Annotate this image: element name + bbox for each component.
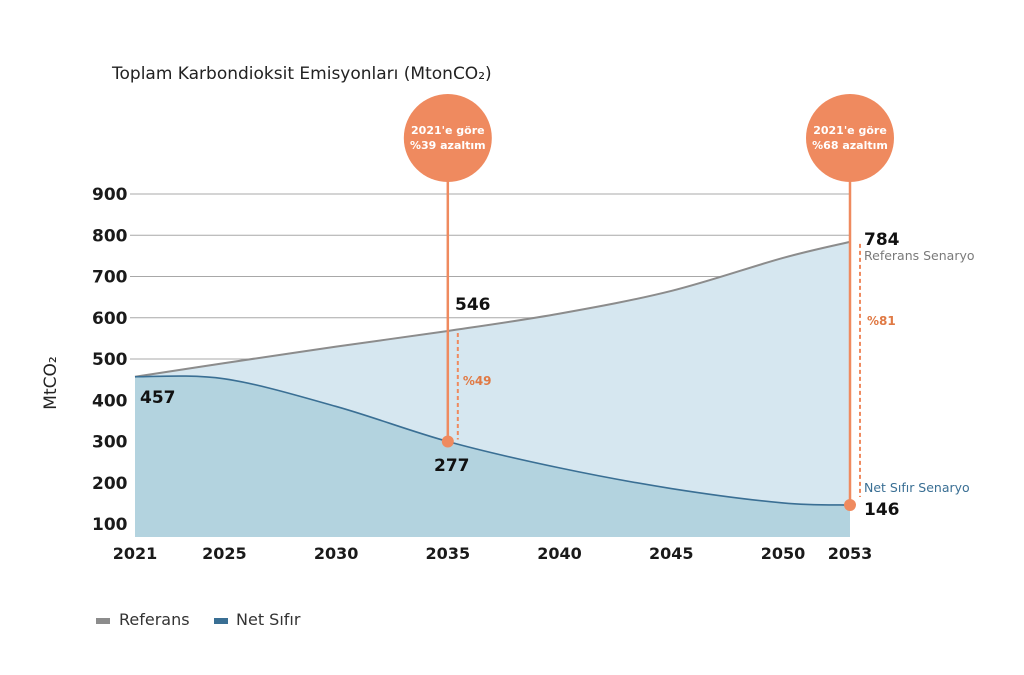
gap-label-2053: %81 xyxy=(867,314,896,328)
x-tick-2050: 2050 xyxy=(761,544,806,563)
x-tick-2030: 2030 xyxy=(314,544,359,563)
x-tick-2053: 2053 xyxy=(828,544,873,563)
bubble-2035 xyxy=(403,94,492,182)
chart-title: Toplam Karbondioksit Emisyonları (MtonCO… xyxy=(111,64,492,84)
value-start-2021: 457 xyxy=(140,388,176,408)
y-tick-800: 800 xyxy=(92,226,128,246)
line-referans xyxy=(134,240,851,378)
gap-label-2035: %49 xyxy=(463,374,492,388)
x-tick-2035: 2035 xyxy=(426,544,471,563)
bubble-2053 xyxy=(806,94,894,182)
value-ref-2053: 784 xyxy=(864,230,900,250)
y-tick-labels: 900 800 700 600 500 400 300 200 100 xyxy=(92,185,128,535)
x-tick-2040: 2040 xyxy=(537,544,582,563)
y-tick-100: 100 xyxy=(92,515,128,535)
area-net-sifir xyxy=(135,376,850,537)
y-tick-200: 200 xyxy=(92,474,128,494)
bubble-2035-line1: 2021'e göre xyxy=(411,124,485,137)
y-tick-900: 900 xyxy=(92,185,128,205)
y-tick-600: 600 xyxy=(92,309,128,329)
legend-swatch-referans xyxy=(96,618,110,624)
net-scenario-label: Net Sıfır Senaryo xyxy=(864,480,970,495)
dot-2035 xyxy=(441,435,454,448)
dot-2053 xyxy=(844,499,856,512)
value-net-2053: 146 xyxy=(864,500,900,520)
ref-scenario-label: Referans Senaryo xyxy=(864,248,975,263)
x-tick-2021: 2021 xyxy=(113,544,158,563)
bubble-2053-line2: %68 azaltım xyxy=(812,139,888,152)
y-tick-500: 500 xyxy=(92,350,128,370)
y-tick-700: 700 xyxy=(92,268,128,288)
annotations: 2021'e göre %39 azaltım %49 546 277 2021'e gö… xyxy=(140,94,975,520)
line-net-sifir xyxy=(134,375,851,506)
y-axis-label: MtCO₂ xyxy=(41,356,61,409)
legend-label-net-sifir: Net Sıfır xyxy=(236,610,301,629)
legend: Referans Net Sıfır xyxy=(96,610,301,629)
x-tick-labels: 2021 2025 2030 2035 2040 2045 2050 2053 xyxy=(113,544,873,563)
value-net-2035: 277 xyxy=(434,456,470,476)
bubble-2035-line2: %39 azaltım xyxy=(410,139,486,152)
y-tick-400: 400 xyxy=(92,391,128,411)
value-ref-2035: 546 xyxy=(455,295,491,315)
x-tick-2025: 2025 xyxy=(202,544,247,563)
legend-label-referans: Referans xyxy=(119,610,190,629)
area-fills xyxy=(135,241,850,537)
legend-swatch-net-sifir xyxy=(214,618,228,624)
y-tick-300: 300 xyxy=(92,433,128,453)
bubble-2053-line1: 2021'e göre xyxy=(813,124,887,137)
x-tick-2045: 2045 xyxy=(649,544,694,563)
